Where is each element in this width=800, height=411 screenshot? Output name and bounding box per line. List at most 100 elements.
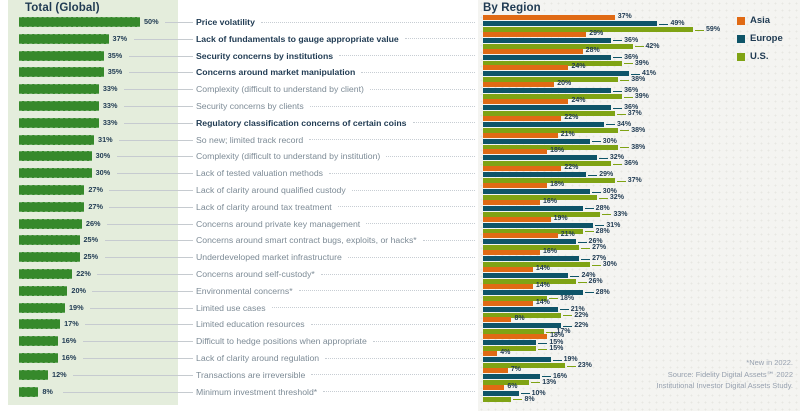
total-value: 33%	[102, 117, 118, 127]
category-label: Lack of tested valuation methods	[196, 168, 324, 179]
total-bar	[19, 302, 65, 313]
category-label: Transactions are irreversible	[196, 369, 306, 380]
dotted-leader	[309, 139, 475, 141]
europe-value: 36%	[624, 104, 639, 111]
us-tick	[577, 281, 587, 283]
us-value: 27%	[592, 244, 607, 252]
europe-tick	[570, 275, 580, 277]
total-bar	[19, 101, 99, 111]
europe-tick	[595, 225, 605, 227]
dotted-leader	[320, 273, 475, 275]
category-label-row: Lack of clarity around tax treatment	[196, 201, 477, 213]
category-label-row: Lack of clarity around qualified custody	[196, 184, 477, 196]
europe-tick	[613, 57, 623, 59]
asia-value: 7%	[510, 365, 522, 373]
total-value: 22%	[76, 269, 91, 278]
total-panel-title: Total (Global)	[25, 2, 100, 14]
legend-item-us: U.S.	[737, 51, 783, 62]
europe-bar	[483, 390, 519, 396]
asia-value: 8%	[514, 315, 525, 323]
europe-value: 34%	[617, 120, 632, 128]
europe-tick	[613, 90, 623, 92]
category-label-row: Limited use cases	[196, 302, 477, 314]
us-value: 39%	[634, 59, 649, 67]
us-value: 28%	[595, 227, 610, 235]
leader-line	[63, 391, 193, 393]
total-bar	[19, 168, 92, 179]
asia-bar	[483, 216, 551, 222]
europe-value: 36%	[624, 53, 639, 61]
us-tick	[620, 79, 630, 81]
europe-bar	[483, 88, 612, 94]
category-label: Lack of fundamentals to gauge appropriat…	[196, 33, 399, 44]
footnote-line: *New in 2022.	[746, 358, 793, 367]
europe-bar	[483, 37, 612, 43]
europe-bar	[483, 340, 537, 346]
leader-line	[109, 190, 193, 191]
asia-bar	[483, 115, 562, 121]
leader-line	[85, 324, 193, 326]
us-value: 37%	[627, 110, 642, 117]
europe-tick	[581, 258, 591, 260]
asia-bar	[483, 132, 558, 138]
category-label: Limited education resources	[196, 319, 305, 330]
total-bar	[19, 369, 49, 380]
us-value: 33%	[613, 210, 628, 218]
category-label: Environmental concerns*	[196, 285, 293, 296]
europe-bar	[483, 306, 558, 312]
europe-tick	[577, 241, 587, 243]
europe-bar	[483, 121, 605, 127]
us-value: 32%	[609, 194, 624, 201]
source-footnote: *New in 2022. Source: Fidelity Digital As…	[656, 357, 793, 392]
us-tick	[620, 130, 630, 132]
category-label: Lack of clarity around regulation	[196, 353, 320, 363]
us-tick	[695, 29, 705, 31]
category-label-row: Underdeveloped market infrastructure	[196, 251, 477, 263]
asia-bar	[483, 166, 562, 172]
category-label-row: Limited education resources	[196, 318, 477, 330]
us-value: 23%	[577, 362, 592, 369]
total-bar	[19, 386, 39, 397]
category-label: Limited use cases	[196, 302, 266, 313]
total-bar	[19, 185, 85, 195]
total-bar	[19, 285, 68, 296]
dotted-leader	[412, 122, 475, 124]
asia-bar	[483, 334, 548, 340]
europe-tick	[563, 325, 573, 327]
europe-bar	[483, 54, 612, 60]
total-value: 16%	[61, 336, 77, 346]
category-label-row: Difficult to hedge positions when approp…	[196, 335, 477, 347]
us-value: 13%	[542, 378, 557, 386]
us-tick	[581, 247, 591, 249]
asia-bar	[483, 15, 615, 20]
europe-tick	[598, 157, 608, 159]
category-label-row: Lack of tested valuation methods	[196, 167, 477, 179]
us-tick	[613, 163, 623, 165]
category-label-row: Price volatility	[196, 16, 477, 28]
asia-value: 24%	[571, 97, 586, 104]
us-value: 26%	[588, 278, 603, 285]
us-value: 15%	[549, 345, 564, 353]
us-tick	[634, 46, 644, 48]
leader-line	[109, 206, 193, 208]
total-value: 33%	[102, 84, 118, 94]
legend-label: Asia	[750, 15, 771, 26]
asia-bar	[483, 48, 583, 54]
us-value: 42%	[645, 42, 660, 50]
total-bar	[19, 201, 85, 212]
category-label-row: Concerns around market manipulation	[196, 66, 477, 78]
us-bar	[483, 178, 615, 184]
asia-value: 6%	[507, 382, 518, 390]
asia-value: 16%	[542, 248, 557, 256]
category-label: Underdeveloped market infrastructure	[196, 252, 342, 263]
category-label-row: Concerns around smart contract bugs, exp…	[196, 234, 477, 246]
europe-value: 30%	[602, 188, 617, 195]
europe-tick	[613, 40, 623, 42]
asia-value: 19%	[553, 214, 568, 222]
us-bar	[483, 379, 530, 385]
asia-bar	[483, 82, 555, 88]
leader-line	[89, 307, 193, 309]
asia-bar	[483, 283, 533, 289]
legend-swatch	[737, 16, 745, 25]
leader-line	[116, 173, 193, 175]
